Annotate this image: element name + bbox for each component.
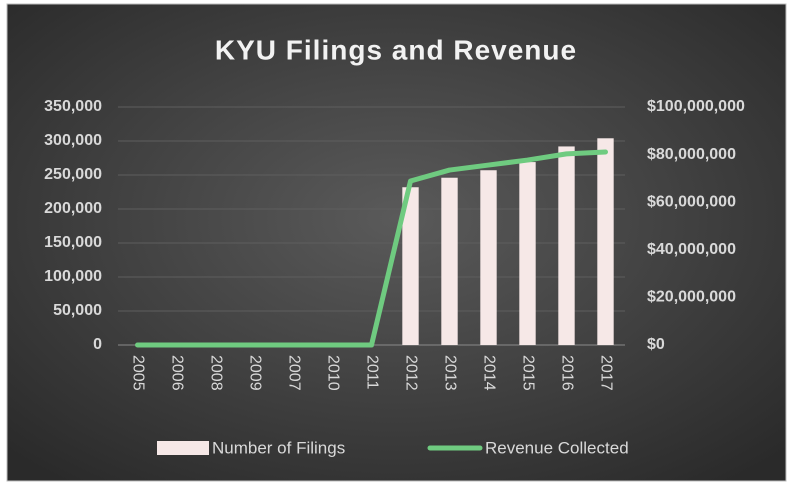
bar bbox=[402, 187, 419, 345]
y-tick-label: 350,000 bbox=[44, 98, 102, 115]
line bbox=[135, 149, 608, 348]
y2-tick-label: $40,000,000 bbox=[647, 241, 736, 258]
bar bbox=[480, 170, 497, 345]
x-tick-label: 2007 bbox=[285, 355, 302, 391]
y-tick-label: 150,000 bbox=[44, 234, 102, 251]
bar bbox=[597, 138, 614, 345]
x-tick-label: 2015 bbox=[519, 355, 536, 391]
x-tick-label: 2011 bbox=[363, 355, 380, 390]
y-tick-label: 300,000 bbox=[44, 132, 102, 149]
x-tick-label: 2014 bbox=[480, 355, 497, 391]
x-tick-label: 2008 bbox=[207, 355, 224, 391]
y2-tick-label: $60,000,000 bbox=[647, 193, 736, 210]
bar bbox=[558, 146, 575, 345]
legend-swatch bbox=[157, 441, 209, 455]
bar bbox=[519, 162, 536, 345]
chart-title: KYU Filings and Revenue bbox=[215, 34, 577, 65]
x-tick-label: 2017 bbox=[597, 355, 614, 391]
x-tick-label: 2005 bbox=[129, 355, 146, 391]
y2-tick-label: $20,000,000 bbox=[647, 289, 736, 306]
x-tick-label: 2013 bbox=[441, 355, 458, 391]
y-tick-label: 0 bbox=[93, 336, 102, 353]
y-tick-label: 50,000 bbox=[53, 302, 102, 319]
x-tick-label: 2012 bbox=[402, 355, 419, 391]
x-tick-label: 2009 bbox=[246, 355, 263, 391]
y2-tick-label: $0 bbox=[647, 336, 665, 353]
y-tick-label: 250,000 bbox=[44, 166, 102, 183]
y2-tick-label: $80,000,000 bbox=[647, 146, 736, 163]
x-tick-label: 2016 bbox=[558, 355, 575, 391]
legend-label: Revenue Collected bbox=[485, 438, 629, 457]
bar bbox=[441, 177, 458, 345]
legend-label: Number of Filings bbox=[212, 438, 345, 457]
x-tick-label: 2006 bbox=[168, 355, 185, 391]
x-tick-label: 2010 bbox=[324, 355, 341, 391]
y-tick-label: 100,000 bbox=[44, 268, 102, 285]
y-tick-label: 200,000 bbox=[44, 200, 102, 217]
y2-tick-label: $100,000,000 bbox=[647, 98, 745, 115]
